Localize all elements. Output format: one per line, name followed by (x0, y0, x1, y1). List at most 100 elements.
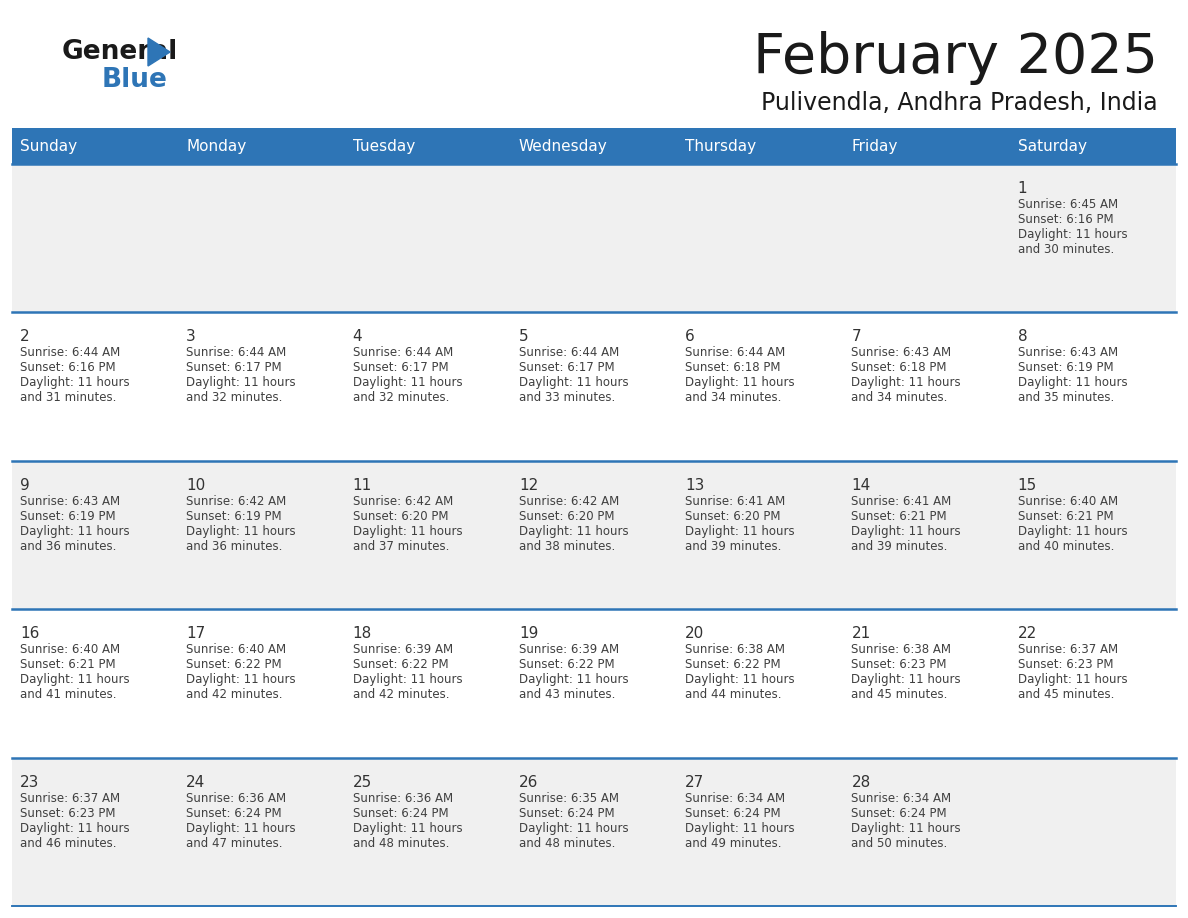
Text: Daylight: 11 hours: Daylight: 11 hours (519, 822, 628, 834)
Text: Sunrise: 6:36 AM: Sunrise: 6:36 AM (353, 791, 453, 804)
Text: Daylight: 11 hours: Daylight: 11 hours (519, 376, 628, 389)
Text: Daylight: 11 hours: Daylight: 11 hours (187, 376, 296, 389)
Text: Daylight: 11 hours: Daylight: 11 hours (1018, 376, 1127, 389)
Text: Sunset: 6:24 PM: Sunset: 6:24 PM (187, 807, 282, 820)
Text: Sunset: 6:23 PM: Sunset: 6:23 PM (1018, 658, 1113, 671)
Text: Daylight: 11 hours: Daylight: 11 hours (353, 822, 462, 834)
Text: and 41 minutes.: and 41 minutes. (20, 688, 116, 701)
Text: Daylight: 11 hours: Daylight: 11 hours (353, 673, 462, 686)
Text: Sunday: Sunday (20, 139, 77, 153)
Text: Sunset: 6:22 PM: Sunset: 6:22 PM (519, 658, 614, 671)
Text: 14: 14 (852, 477, 871, 493)
Text: Sunset: 6:21 PM: Sunset: 6:21 PM (852, 509, 947, 522)
Text: Sunset: 6:24 PM: Sunset: 6:24 PM (353, 807, 448, 820)
Text: and 44 minutes.: and 44 minutes. (685, 688, 782, 701)
Text: Daylight: 11 hours: Daylight: 11 hours (1018, 673, 1127, 686)
Polygon shape (148, 38, 170, 66)
Text: Sunrise: 6:43 AM: Sunrise: 6:43 AM (1018, 346, 1118, 360)
Text: Daylight: 11 hours: Daylight: 11 hours (1018, 228, 1127, 241)
Text: Daylight: 11 hours: Daylight: 11 hours (852, 376, 961, 389)
Text: 26: 26 (519, 775, 538, 789)
Text: Daylight: 11 hours: Daylight: 11 hours (852, 525, 961, 538)
Text: Sunrise: 6:39 AM: Sunrise: 6:39 AM (519, 644, 619, 656)
Text: and 34 minutes.: and 34 minutes. (685, 391, 782, 405)
Text: Sunset: 6:18 PM: Sunset: 6:18 PM (685, 362, 781, 375)
Text: and 50 minutes.: and 50 minutes. (852, 836, 948, 849)
Text: and 31 minutes.: and 31 minutes. (20, 391, 116, 405)
Text: Sunrise: 6:44 AM: Sunrise: 6:44 AM (353, 346, 453, 360)
Text: Sunrise: 6:37 AM: Sunrise: 6:37 AM (20, 791, 120, 804)
Text: Daylight: 11 hours: Daylight: 11 hours (20, 822, 129, 834)
Text: Sunrise: 6:42 AM: Sunrise: 6:42 AM (519, 495, 619, 508)
Text: Sunrise: 6:38 AM: Sunrise: 6:38 AM (685, 644, 785, 656)
Text: Sunset: 6:17 PM: Sunset: 6:17 PM (187, 362, 282, 375)
Text: Sunset: 6:17 PM: Sunset: 6:17 PM (519, 362, 614, 375)
Text: 25: 25 (353, 775, 372, 789)
Text: Daylight: 11 hours: Daylight: 11 hours (852, 673, 961, 686)
Text: 13: 13 (685, 477, 704, 493)
Text: and 46 minutes.: and 46 minutes. (20, 836, 116, 849)
Text: 12: 12 (519, 477, 538, 493)
Text: Sunrise: 6:34 AM: Sunrise: 6:34 AM (685, 791, 785, 804)
Text: and 36 minutes.: and 36 minutes. (20, 540, 116, 553)
Text: 15: 15 (1018, 477, 1037, 493)
Text: Sunset: 6:23 PM: Sunset: 6:23 PM (20, 807, 115, 820)
Text: Daylight: 11 hours: Daylight: 11 hours (685, 822, 795, 834)
Text: Sunrise: 6:42 AM: Sunrise: 6:42 AM (353, 495, 453, 508)
Text: Daylight: 11 hours: Daylight: 11 hours (187, 525, 296, 538)
Text: 20: 20 (685, 626, 704, 641)
Text: Sunset: 6:20 PM: Sunset: 6:20 PM (685, 509, 781, 522)
FancyBboxPatch shape (12, 757, 1176, 906)
Text: Sunrise: 6:35 AM: Sunrise: 6:35 AM (519, 791, 619, 804)
Text: and 32 minutes.: and 32 minutes. (187, 391, 283, 405)
Text: 10: 10 (187, 477, 206, 493)
Text: Sunrise: 6:44 AM: Sunrise: 6:44 AM (187, 346, 286, 360)
Text: 6: 6 (685, 330, 695, 344)
Text: Sunrise: 6:44 AM: Sunrise: 6:44 AM (685, 346, 785, 360)
Text: Sunset: 6:19 PM: Sunset: 6:19 PM (1018, 362, 1113, 375)
Text: Monday: Monday (187, 139, 247, 153)
Text: Sunset: 6:22 PM: Sunset: 6:22 PM (353, 658, 448, 671)
FancyBboxPatch shape (12, 164, 1176, 312)
Text: and 45 minutes.: and 45 minutes. (1018, 688, 1114, 701)
Text: and 34 minutes.: and 34 minutes. (852, 391, 948, 405)
Text: 22: 22 (1018, 626, 1037, 641)
Text: 16: 16 (20, 626, 39, 641)
FancyBboxPatch shape (12, 128, 1176, 164)
Text: and 45 minutes.: and 45 minutes. (852, 688, 948, 701)
Text: Sunset: 6:20 PM: Sunset: 6:20 PM (353, 509, 448, 522)
Text: and 37 minutes.: and 37 minutes. (353, 540, 449, 553)
Text: and 39 minutes.: and 39 minutes. (852, 540, 948, 553)
Text: Sunset: 6:24 PM: Sunset: 6:24 PM (852, 807, 947, 820)
Text: Sunrise: 6:44 AM: Sunrise: 6:44 AM (519, 346, 619, 360)
Text: 24: 24 (187, 775, 206, 789)
Text: and 42 minutes.: and 42 minutes. (187, 688, 283, 701)
Text: Sunset: 6:20 PM: Sunset: 6:20 PM (519, 509, 614, 522)
Text: Sunrise: 6:40 AM: Sunrise: 6:40 AM (187, 644, 286, 656)
Text: Sunrise: 6:39 AM: Sunrise: 6:39 AM (353, 644, 453, 656)
Text: and 35 minutes.: and 35 minutes. (1018, 391, 1114, 405)
Text: Sunrise: 6:37 AM: Sunrise: 6:37 AM (1018, 644, 1118, 656)
Text: 11: 11 (353, 477, 372, 493)
Text: Daylight: 11 hours: Daylight: 11 hours (685, 673, 795, 686)
Text: and 36 minutes.: and 36 minutes. (187, 540, 283, 553)
Text: Daylight: 11 hours: Daylight: 11 hours (519, 525, 628, 538)
Text: 8: 8 (1018, 330, 1028, 344)
Text: Sunset: 6:17 PM: Sunset: 6:17 PM (353, 362, 448, 375)
Text: General: General (62, 39, 178, 65)
Text: Sunrise: 6:42 AM: Sunrise: 6:42 AM (187, 495, 286, 508)
Text: and 33 minutes.: and 33 minutes. (519, 391, 615, 405)
Text: Daylight: 11 hours: Daylight: 11 hours (685, 376, 795, 389)
Text: and 30 minutes.: and 30 minutes. (1018, 243, 1114, 256)
Text: and 39 minutes.: and 39 minutes. (685, 540, 782, 553)
Text: and 49 minutes.: and 49 minutes. (685, 836, 782, 849)
Text: 7: 7 (852, 330, 861, 344)
Text: Sunset: 6:18 PM: Sunset: 6:18 PM (852, 362, 947, 375)
Text: Sunset: 6:16 PM: Sunset: 6:16 PM (20, 362, 115, 375)
Text: and 38 minutes.: and 38 minutes. (519, 540, 615, 553)
Text: Daylight: 11 hours: Daylight: 11 hours (353, 525, 462, 538)
Text: Tuesday: Tuesday (353, 139, 415, 153)
Text: 17: 17 (187, 626, 206, 641)
Text: and 43 minutes.: and 43 minutes. (519, 688, 615, 701)
Text: 19: 19 (519, 626, 538, 641)
